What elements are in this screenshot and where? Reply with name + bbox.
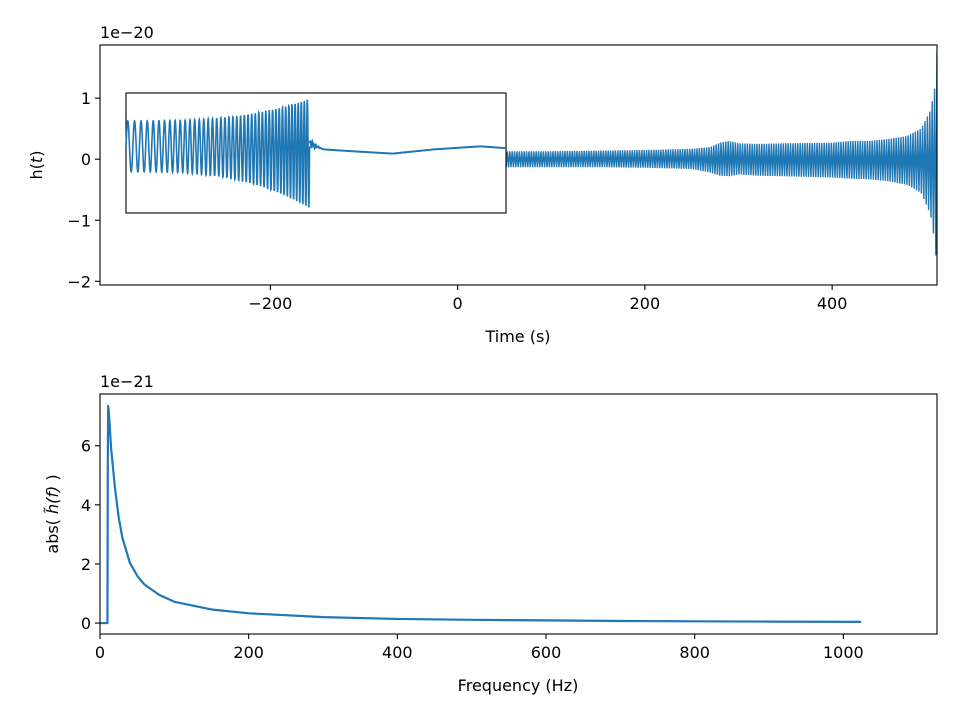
x-tick-label: 400 bbox=[817, 294, 848, 313]
time-domain-series-group bbox=[125, 52, 937, 256]
x-tick-label: 1000 bbox=[823, 643, 864, 662]
time-domain-y-axis-label: h(t) bbox=[27, 151, 46, 180]
frequency-domain-spectrum-line bbox=[100, 404, 862, 625]
y-tick-label: 0 bbox=[81, 150, 91, 169]
inset-chirp-line bbox=[125, 99, 311, 208]
time-domain-plot-area bbox=[125, 52, 937, 256]
time-domain-x-ticks: −200 0 200 400 bbox=[248, 285, 847, 313]
y-tick-label: 2 bbox=[81, 555, 91, 574]
frequency-domain-y-ticks: 0 2 4 6 bbox=[81, 437, 100, 633]
frequency-domain-y-offset-label: 1e−21 bbox=[100, 372, 154, 391]
y-tick-label: −2 bbox=[67, 272, 91, 291]
x-tick-label: −200 bbox=[248, 294, 292, 313]
inset-tail-line bbox=[308, 138, 507, 155]
y-tick-label: 0 bbox=[81, 614, 91, 633]
x-tick-label: 400 bbox=[382, 643, 413, 662]
x-tick-label: 0 bbox=[95, 643, 105, 662]
time-domain-x-axis-label: Time (s) bbox=[484, 327, 550, 346]
time-domain-y-ticks: −2 −1 0 1 bbox=[67, 89, 100, 291]
x-tick-label: 0 bbox=[453, 294, 463, 313]
frequency-domain-axes-frame bbox=[99, 393, 938, 635]
x-tick-label: 600 bbox=[531, 643, 562, 662]
x-tick-label: 800 bbox=[679, 643, 710, 662]
time-domain-axes-frame bbox=[99, 44, 938, 286]
y-tick-label: −1 bbox=[67, 211, 91, 230]
frequency-domain-x-axis-label: Frequency (Hz) bbox=[458, 676, 579, 695]
time-domain-signal-line bbox=[501, 52, 937, 256]
time-domain-y-offset-label: 1e−20 bbox=[100, 23, 154, 42]
y-tick-label: 4 bbox=[81, 496, 91, 515]
y-tick-label: 1 bbox=[81, 89, 91, 108]
frequency-domain-y-axis-label: abs( h̃(f) ) bbox=[43, 474, 62, 553]
x-tick-label: 200 bbox=[233, 643, 264, 662]
time-domain-panel: −200 0 200 400 −2 −1 0 1 1e−20 Time (s) h(t) bbox=[27, 23, 938, 346]
x-tick-label: 200 bbox=[630, 294, 661, 313]
frequency-domain-plot-area bbox=[100, 404, 862, 625]
frequency-domain-panel: 0 200 400 600 800 1000 0 2 4 6 1e−21 Frequency (… bbox=[43, 372, 938, 695]
y-tick-label: 6 bbox=[81, 437, 91, 456]
frequency-domain-x-ticks: 0 200 400 600 800 1000 bbox=[95, 634, 864, 662]
